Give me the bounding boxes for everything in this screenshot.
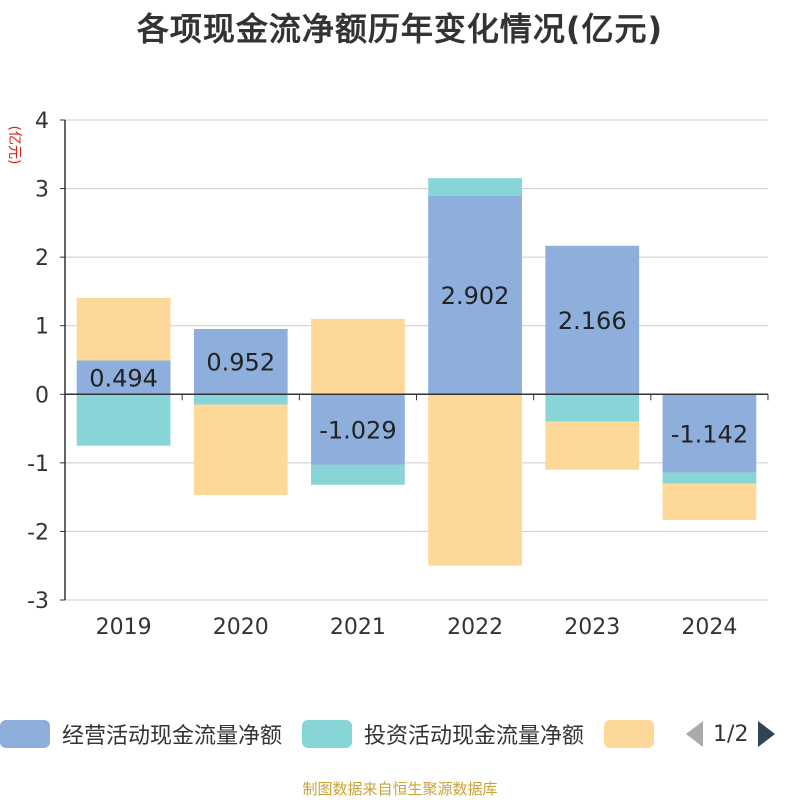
pager-text: 1/2 — [713, 721, 749, 747]
legend-swatch — [604, 720, 655, 748]
y-tick-label: 4 — [35, 109, 49, 134]
data-label: 0.494 — [89, 364, 158, 392]
bar-2020-series-1 — [193, 394, 288, 405]
gridlines — [65, 119, 768, 601]
x-tick-label: 2019 — [96, 615, 152, 640]
x-tick-label: 2021 — [330, 615, 386, 640]
y-tick-label: 3 — [35, 178, 49, 203]
data-labels: 0.494 0.952 -1.029 2.902 2.166 -1.142 — [89, 282, 748, 449]
bar-2021-series-2 — [311, 318, 405, 395]
bar-2024-series-2 — [662, 483, 757, 520]
bar-2019-series-2 — [76, 298, 171, 361]
y-tick-label: 0 — [35, 383, 49, 408]
data-label: 0.952 — [206, 349, 275, 377]
bar-2021-series-1 — [311, 464, 405, 485]
y-axis-label: (亿元) — [6, 126, 22, 165]
source-footer: 制图数据来自恒生聚源数据库 — [302, 780, 498, 798]
bar-2024-series-1 — [662, 472, 757, 484]
y-tick-label: -1 — [27, 452, 49, 477]
bar-2019-series-0 — [76, 360, 171, 395]
bar-2023-series-1 — [545, 394, 640, 422]
axes: -3 -2 -1 0 1 2 3 4 2019 2020 2021 2022 2023 2024 (亿元) — [6, 109, 769, 640]
bar-2021-series-0 — [311, 394, 405, 465]
legend-item-operating[interactable]: 经营活动现金流量净额 — [0, 718, 282, 750]
bar-2022-series-1 — [428, 178, 522, 196]
legend-item-financing[interactable] — [604, 720, 666, 748]
y-tick-label: 1 — [35, 315, 49, 340]
x-tick-label: 2022 — [447, 615, 503, 640]
data-label: 2.902 — [441, 282, 510, 310]
x-tick-label: 2023 — [564, 615, 620, 640]
legend-swatch — [302, 720, 353, 748]
pager-next-icon[interactable] — [758, 721, 776, 747]
y-tick-label: 2 — [35, 246, 49, 271]
y-tick-label: -2 — [27, 520, 49, 545]
legend-label: 投资活动现金流量净额 — [364, 724, 585, 749]
legend: 经营活动现金流量净额 投资活动现金流量净额 1/2 — [0, 716, 776, 752]
legend-pager: 1/2 — [686, 721, 776, 747]
data-label: -1.142 — [671, 420, 748, 448]
bar-2023-series-2 — [545, 421, 640, 470]
y-tick-label: -3 — [27, 589, 49, 614]
data-label: -1.029 — [319, 417, 396, 445]
bar-2020-series-2 — [193, 404, 288, 496]
bar-2022-series-2 — [428, 394, 522, 566]
bar-2023-series-0 — [545, 245, 640, 395]
pager-prev-icon[interactable] — [686, 721, 704, 747]
data-label: 2.166 — [558, 307, 627, 335]
legend-swatch — [0, 720, 50, 748]
x-tick-label: 2020 — [213, 615, 269, 640]
legend-item-investing[interactable]: 投资活动现金流量净额 — [302, 718, 584, 750]
legend-label: 经营活动现金流量净额 — [62, 724, 283, 749]
bar-2020-series-0 — [193, 329, 288, 395]
bar-2022-series-0 — [428, 195, 522, 395]
chart-title: 各项现金流净额历年变化情况(亿元) — [136, 10, 664, 48]
bar-layer — [76, 178, 757, 566]
bar-2024-series-0 — [662, 394, 757, 473]
bar-2019-series-1 — [76, 394, 171, 446]
x-tick-label: 2024 — [681, 615, 737, 640]
